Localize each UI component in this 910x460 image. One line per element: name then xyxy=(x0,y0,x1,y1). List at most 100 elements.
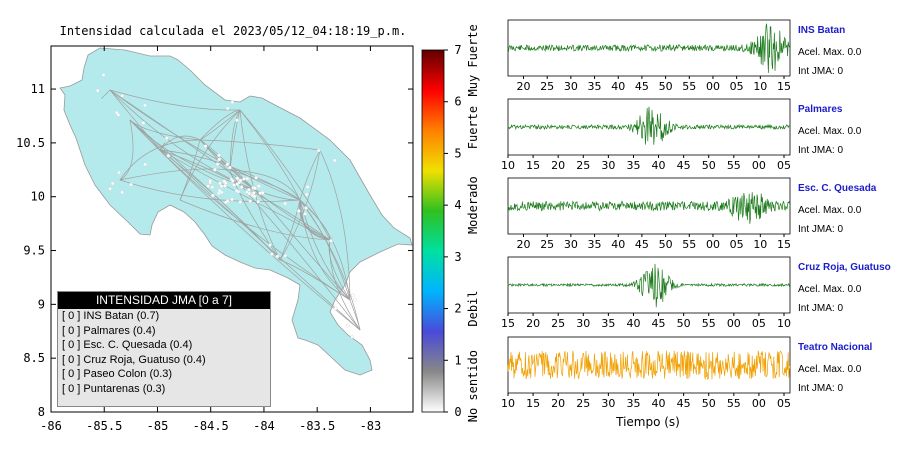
accel-max-label: Acel. Max. 0.0 xyxy=(798,364,862,375)
colorbar-labels: No sentido Debil Moderado Fuerte Muy Fuerte xyxy=(466,24,480,422)
road xyxy=(254,189,331,241)
legend-item: [ 0 ] Palmares (0.4) xyxy=(58,324,270,339)
station-marker xyxy=(213,167,217,172)
station-marker xyxy=(211,193,215,198)
time-tick-label: 40 xyxy=(652,397,666,410)
time-tick-label: 35 xyxy=(588,238,602,251)
station-marker xyxy=(283,253,287,258)
station-name: Palmares xyxy=(798,104,843,115)
station-marker xyxy=(217,188,222,193)
lon-tick-label: -83.5 xyxy=(299,419,335,433)
time-tick-label: 15 xyxy=(777,80,791,93)
station-marker xyxy=(245,176,250,181)
time-tick-label: 55 xyxy=(702,317,716,330)
legend-station: Palmares (0.4) xyxy=(83,324,156,337)
road xyxy=(119,179,301,202)
time-tick-label: 00 xyxy=(706,238,720,251)
lat-tick-label: 9.5 xyxy=(23,244,45,258)
station-marker xyxy=(210,185,215,189)
station-marker xyxy=(257,184,261,188)
time-tick-label: 45 xyxy=(652,317,666,330)
station-marker xyxy=(208,178,213,183)
x-axis-label: Tiempo (s) xyxy=(615,415,680,429)
road xyxy=(129,119,361,331)
station-marker xyxy=(247,187,251,192)
time-tick-label: 40 xyxy=(626,317,640,330)
legend-station: Paseo Colon (0.3) xyxy=(83,368,173,381)
road xyxy=(109,89,161,151)
colorbar-tick-label: 0 xyxy=(454,405,461,419)
station-marker xyxy=(120,93,124,98)
station-marker xyxy=(218,181,222,186)
time-tick-label: 10 xyxy=(753,238,767,251)
time-tick-label: 30 xyxy=(576,317,590,330)
road xyxy=(229,109,241,171)
colorbar-tick-label: 1 xyxy=(454,353,461,367)
station-marker xyxy=(242,177,246,181)
time-tick-label: 25 xyxy=(540,80,554,93)
station-marker xyxy=(219,184,224,188)
legend-level: [ 0 ] xyxy=(62,310,84,322)
station-name: Esc. C. Quesada xyxy=(798,183,877,194)
seismogram-panel: 10 15 20 25 30 35 40 45 50 55 00 05 Palmares Acel. Ma… xyxy=(501,98,862,172)
intensity-colorbar: 0 1 2 3 4 5 6 7 No sentido Debil Moderado Fuerte Mu… xyxy=(421,24,480,422)
road xyxy=(199,109,241,141)
station-marker xyxy=(224,200,228,205)
time-tick-label: 55 xyxy=(682,238,696,251)
legend-item: [ 0 ] Cruz Roja, Guatuso (0.4) xyxy=(58,353,270,368)
station-marker xyxy=(353,297,357,302)
time-tick-label: 05 xyxy=(752,317,766,330)
road xyxy=(119,119,134,181)
station-marker xyxy=(223,183,227,188)
colorbar-tick-label: 3 xyxy=(454,250,461,264)
lat-tick-label: 8 xyxy=(38,405,45,419)
time-tick-label: 35 xyxy=(588,80,602,93)
time-tick-label: 25 xyxy=(576,397,590,410)
legend-station: INS Batan (0.7) xyxy=(83,310,160,322)
colorbar-gradient xyxy=(421,49,445,413)
station-marker xyxy=(116,113,121,117)
road xyxy=(229,169,301,201)
waveform-trace xyxy=(507,350,791,380)
road xyxy=(179,109,241,201)
station-marker xyxy=(217,153,221,158)
station-marker xyxy=(350,334,355,339)
legend-item: [ 0 ] Puntarenas (0.3) xyxy=(58,382,270,397)
time-tick-label: 55 xyxy=(727,159,741,172)
legend-title: INTENSIDAD JMA [0 a 7] xyxy=(58,292,270,309)
colorbar-tick-label: 6 xyxy=(454,95,461,109)
time-tick-label: 20 xyxy=(551,397,565,410)
station-marker xyxy=(305,185,310,189)
road xyxy=(329,239,361,331)
legend-level: [ 0 ] xyxy=(62,353,84,366)
time-tick-label: 10 xyxy=(753,80,767,93)
station-marker xyxy=(297,209,301,213)
station-marker xyxy=(268,243,272,247)
time-tick-label: 25 xyxy=(576,159,590,172)
station-marker xyxy=(256,199,261,204)
time-tick-label: 00 xyxy=(752,159,766,172)
time-tick-label: 45 xyxy=(635,80,649,93)
station-marker xyxy=(304,192,309,197)
colorbar-tick-label: 5 xyxy=(454,146,461,160)
time-tick-label: 10 xyxy=(501,159,515,172)
time-tick-label: 20 xyxy=(551,159,565,172)
station-marker xyxy=(238,200,243,204)
accel-max-label: Acel. Max. 0.0 xyxy=(798,126,862,137)
time-tick-label: 55 xyxy=(727,397,741,410)
road xyxy=(299,149,321,201)
station-marker xyxy=(129,182,133,187)
station-marker xyxy=(230,179,235,183)
station-marker xyxy=(270,252,274,256)
seismogram-panels: 20 25 30 35 40 45 50 55 00 05 10 15 INS Batan Acel. M… xyxy=(501,19,891,410)
station-marker xyxy=(225,106,230,111)
station-marker xyxy=(260,191,265,195)
lon-tick-label: -84.5 xyxy=(193,419,229,433)
lon-tick-label: -85 xyxy=(147,419,169,433)
station-marker xyxy=(239,185,244,189)
colorbar-label: Debil xyxy=(466,291,480,327)
station-marker xyxy=(329,239,333,243)
road-network xyxy=(101,89,361,331)
station-name: Teatro Nacional xyxy=(798,342,872,353)
time-tick-label: 00 xyxy=(706,80,720,93)
